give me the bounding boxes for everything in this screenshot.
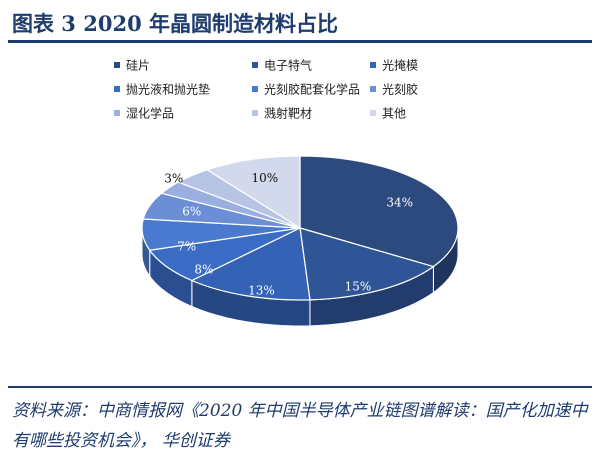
- legend-label: 其他: [382, 106, 407, 121]
- legend-item: 其他: [370, 104, 406, 122]
- legend-swatch: [252, 85, 258, 92]
- legend-label: 抛光液和抛光垫: [126, 82, 211, 97]
- legend-item: 湿化学品: [114, 104, 174, 122]
- source-note: 资料来源：中商情报网《2020 年中国半导体产业链图谱解读：国产化加速中有哪些投…: [12, 401, 588, 451]
- pie-data-labels: 34% 15% 13% 8% 7% 6% 3% 10%: [164, 171, 413, 297]
- pie-side-walls: [141, 227, 459, 327]
- pie-data-label: 10%: [251, 171, 278, 185]
- legend-item: 光掩模: [370, 56, 418, 74]
- legend-item: 光刻胶: [370, 80, 418, 98]
- pie-top-faces: [141, 155, 459, 301]
- legend-swatch: [114, 85, 120, 92]
- legend-item: 光刻胶配套化学品: [252, 80, 360, 98]
- pie-data-label: 15%: [345, 279, 372, 293]
- legend-label: 光掩模: [382, 58, 419, 73]
- legend-item: 硅片: [114, 56, 150, 74]
- legend-swatch: [252, 61, 258, 68]
- legend-swatch: [252, 109, 258, 116]
- legend-label: 湿化学品: [126, 106, 175, 121]
- source-divider: [8, 386, 592, 388]
- pie-data-label: 8%: [194, 263, 213, 277]
- legend-swatch: [114, 109, 120, 116]
- legend-swatch: [370, 85, 376, 92]
- legend-swatch: [114, 61, 120, 68]
- legend-item: 电子特气: [252, 56, 312, 74]
- legend-label: 溅射靶材: [264, 106, 313, 121]
- legend-label: 电子特气: [264, 58, 313, 73]
- legend-label: 硅片: [126, 58, 151, 73]
- pie-data-label: 13%: [248, 284, 275, 298]
- legend-label: 光刻胶: [382, 82, 419, 97]
- pie-data-label: 34%: [386, 196, 413, 210]
- figure-title-bar: 图表 3 2020 年晶圆制造材料占比: [8, 4, 592, 43]
- legend-label: 光刻胶配套化学品: [264, 82, 361, 97]
- pie-slice: [299, 227, 435, 301]
- figure-title: 图表 3 2020 年晶圆制造材料占比: [12, 11, 338, 36]
- pie-chart-area: 34% 15% 13% 8% 7% 6% 3% 10% 硅片 电子特气 光掩模抛光液和抛光垫 光刻胶…: [60, 46, 540, 380]
- pie-data-label: 7%: [177, 240, 196, 254]
- legend-item: 溅射靶材: [252, 104, 312, 122]
- legend-item: 抛光液和抛光垫: [114, 80, 210, 98]
- legend-swatch: [370, 109, 376, 116]
- legend-swatch: [370, 61, 376, 68]
- pie-slice: [190, 227, 311, 301]
- pie-data-label: 3%: [164, 171, 183, 185]
- title-divider: [8, 40, 592, 43]
- pie-slice: [205, 155, 301, 230]
- pie-data-label: 6%: [182, 205, 201, 219]
- pie-chart: 34% 15% 13% 8% 7% 6% 3% 10%: [141, 155, 459, 327]
